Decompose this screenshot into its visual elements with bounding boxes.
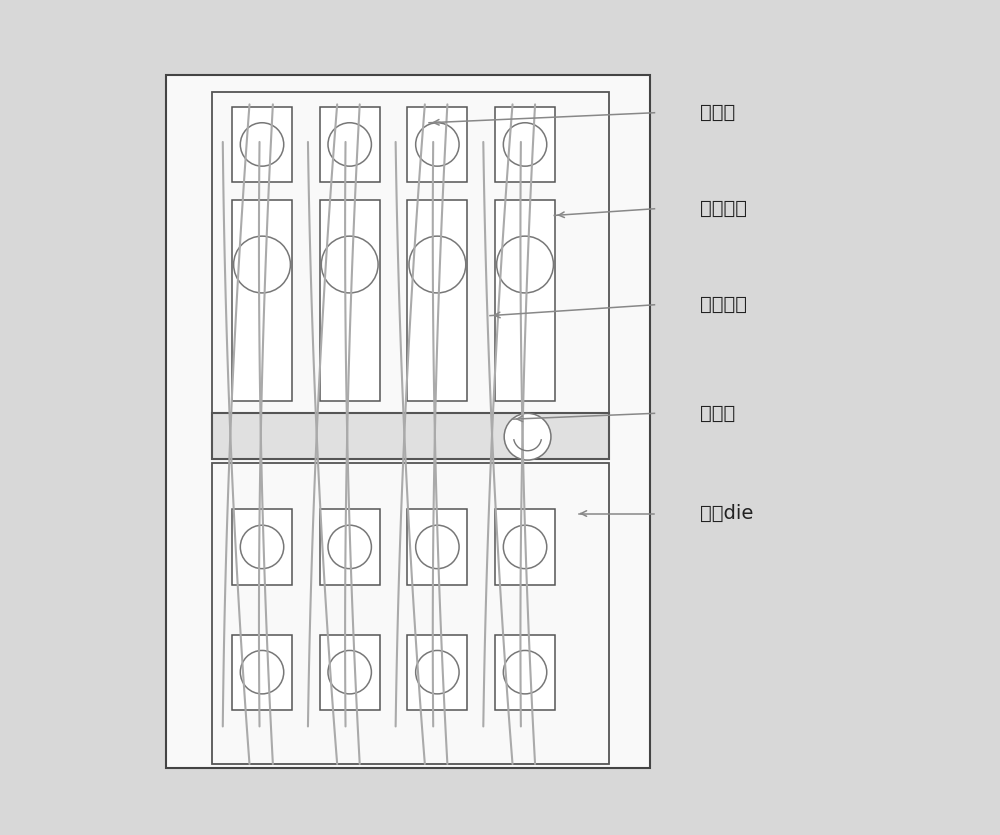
Bar <box>320 200 380 401</box>
Circle shape <box>504 413 551 460</box>
Bar <box>212 413 609 459</box>
Bar <box>495 635 555 710</box>
Bar <box>232 200 292 401</box>
Text: 键合线: 键合线 <box>700 104 736 122</box>
Bar <box>495 509 555 584</box>
Bar <box>232 107 292 182</box>
Circle shape <box>328 650 371 694</box>
Circle shape <box>328 525 371 569</box>
Bar <box>232 635 292 710</box>
Circle shape <box>328 123 371 166</box>
Circle shape <box>497 236 553 293</box>
Text: 公共端: 公共端 <box>700 404 736 423</box>
Circle shape <box>409 236 466 293</box>
Bar <box>320 509 380 584</box>
Bar <box>407 107 467 182</box>
Text: 开关die: 开关die <box>700 504 754 523</box>
Text: 并联支路: 并联支路 <box>700 200 747 218</box>
Circle shape <box>503 650 547 694</box>
Circle shape <box>321 236 378 293</box>
Circle shape <box>416 123 459 166</box>
Circle shape <box>234 236 290 293</box>
Bar <box>495 107 555 182</box>
Circle shape <box>416 525 459 569</box>
Bar <box>320 107 380 182</box>
Bar <box>407 200 467 401</box>
Bar <box>212 92 609 413</box>
Bar <box>495 200 555 401</box>
Bar <box>232 509 292 584</box>
Bar <box>212 463 609 764</box>
Circle shape <box>503 123 547 166</box>
Bar <box>320 635 380 710</box>
Circle shape <box>503 525 547 569</box>
Bar <box>407 635 467 710</box>
Bar <box>407 509 467 584</box>
Circle shape <box>416 650 459 694</box>
Bar <box>166 75 650 768</box>
Text: 串联支路: 串联支路 <box>700 296 747 314</box>
Circle shape <box>240 525 284 569</box>
Circle shape <box>240 650 284 694</box>
Circle shape <box>240 123 284 166</box>
